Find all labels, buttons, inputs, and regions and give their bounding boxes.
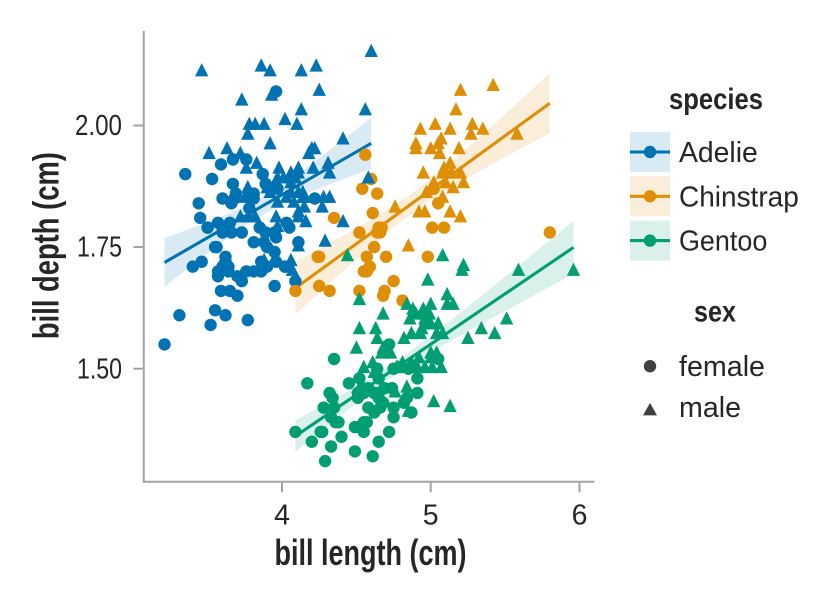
svg-text:bill length (cm): bill length (cm)	[275, 532, 467, 573]
svg-text:bill depth (cm): bill depth (cm)	[26, 152, 67, 339]
svg-text:Chinstrap: Chinstrap	[679, 181, 799, 213]
svg-text:male: male	[679, 392, 741, 424]
svg-text:1.50: 1.50	[77, 353, 122, 385]
svg-text:1.75: 1.75	[77, 232, 122, 264]
svg-text:female: female	[679, 351, 765, 383]
svg-text:6: 6	[572, 500, 588, 532]
svg-text:Adelie: Adelie	[679, 137, 758, 169]
svg-text:5: 5	[423, 500, 439, 532]
svg-text:4: 4	[274, 500, 290, 532]
svg-text:2.00: 2.00	[75, 110, 122, 142]
svg-text:species: species	[669, 83, 763, 116]
svg-text:sex: sex	[694, 296, 736, 329]
svg-text:Gentoo: Gentoo	[679, 226, 767, 258]
